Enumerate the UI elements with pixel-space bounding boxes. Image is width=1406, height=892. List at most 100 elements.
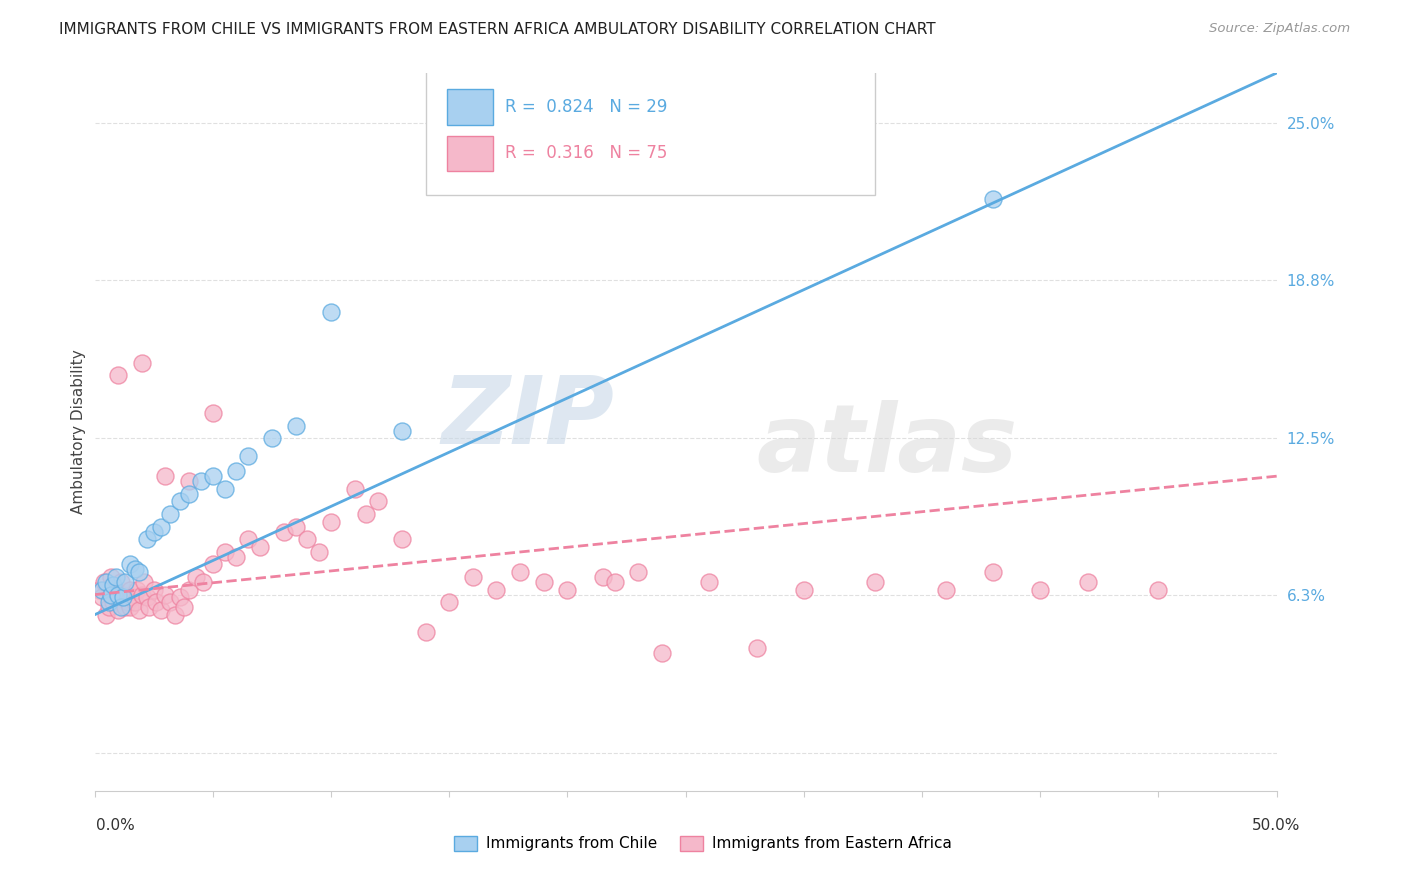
Point: [238, 532, 260, 546]
Point: [128, 565, 150, 579]
Point: [103, 577, 125, 591]
Text: ZIP: ZIP: [441, 372, 614, 464]
Point: [142, 582, 165, 597]
Point: [284, 519, 307, 533]
Text: 0.0%: 0.0%: [96, 818, 135, 832]
Point: [159, 507, 181, 521]
Point: [107, 603, 129, 617]
Point: [485, 582, 508, 597]
Point: [193, 574, 215, 589]
Point: [697, 574, 720, 589]
Point: [284, 418, 307, 433]
Point: [149, 519, 172, 533]
Point: [118, 558, 141, 572]
Point: [100, 588, 122, 602]
Point: [273, 524, 295, 539]
Point: [103, 595, 125, 609]
Point: [131, 356, 153, 370]
Point: [415, 625, 437, 640]
Point: [118, 600, 141, 615]
Point: [104, 582, 127, 597]
Point: [391, 532, 413, 546]
Point: [90, 582, 112, 597]
Point: [179, 582, 201, 597]
Point: [509, 565, 531, 579]
Point: [124, 562, 146, 576]
Text: R =  0.316   N = 75: R = 0.316 N = 75: [505, 145, 666, 162]
Point: [461, 570, 484, 584]
Point: [308, 545, 330, 559]
Point: [145, 595, 167, 609]
Point: [96, 574, 118, 589]
Point: [201, 558, 224, 572]
Text: IMMIGRANTS FROM CHILE VS IMMIGRANTS FROM EASTERN AFRICA AMBULATORY DISABILITY CO: IMMIGRANTS FROM CHILE VS IMMIGRANTS FROM…: [59, 22, 935, 37]
Text: R =  0.824   N = 29: R = 0.824 N = 29: [505, 98, 666, 116]
Point: [135, 590, 157, 604]
Point: [981, 565, 1004, 579]
Point: [603, 574, 626, 589]
Point: [93, 574, 115, 589]
Point: [179, 487, 201, 501]
Point: [249, 540, 271, 554]
Point: [935, 582, 957, 597]
Point: [135, 532, 157, 546]
Point: [107, 590, 129, 604]
Point: [110, 600, 132, 615]
Point: [159, 595, 181, 609]
Point: [319, 515, 342, 529]
Point: [90, 590, 112, 604]
Point: [127, 582, 149, 597]
Point: [111, 590, 134, 604]
Point: [437, 595, 460, 609]
Point: [981, 192, 1004, 206]
Point: [111, 588, 134, 602]
Point: [201, 406, 224, 420]
Point: [121, 590, 143, 604]
Point: [186, 570, 208, 584]
Point: [260, 431, 283, 445]
Point: [190, 474, 212, 488]
Point: [107, 368, 129, 383]
Point: [100, 588, 122, 602]
Point: [297, 532, 319, 546]
Point: [1147, 582, 1170, 597]
Point: [557, 582, 579, 597]
Point: [343, 482, 366, 496]
Point: [225, 549, 247, 564]
Point: [627, 565, 650, 579]
Point: [201, 469, 224, 483]
Point: [134, 574, 156, 589]
Point: [114, 574, 136, 589]
Point: [391, 424, 413, 438]
Point: [138, 600, 160, 615]
FancyBboxPatch shape: [447, 89, 494, 125]
Legend: Immigrants from Chile, Immigrants from Eastern Africa: Immigrants from Chile, Immigrants from E…: [447, 830, 959, 857]
Y-axis label: Ambulatory Disability: Ambulatory Disability: [72, 350, 86, 515]
Text: atlas: atlas: [756, 401, 1018, 492]
Point: [169, 494, 191, 508]
Point: [114, 600, 136, 615]
Point: [367, 494, 389, 508]
Point: [89, 582, 111, 597]
Point: [104, 570, 127, 584]
Point: [214, 545, 236, 559]
Point: [238, 449, 260, 463]
Point: [319, 305, 342, 319]
Point: [651, 646, 673, 660]
Point: [117, 595, 139, 609]
Point: [214, 482, 236, 496]
Point: [124, 595, 146, 609]
Point: [100, 570, 122, 584]
Point: [149, 603, 172, 617]
Point: [1076, 574, 1098, 589]
FancyBboxPatch shape: [447, 136, 494, 171]
Point: [142, 524, 165, 539]
Point: [173, 600, 195, 615]
Point: [793, 582, 815, 597]
Point: [163, 607, 186, 622]
Point: [745, 640, 768, 655]
Point: [179, 474, 201, 488]
Point: [225, 464, 247, 478]
Point: [97, 600, 120, 615]
Point: [356, 507, 378, 521]
